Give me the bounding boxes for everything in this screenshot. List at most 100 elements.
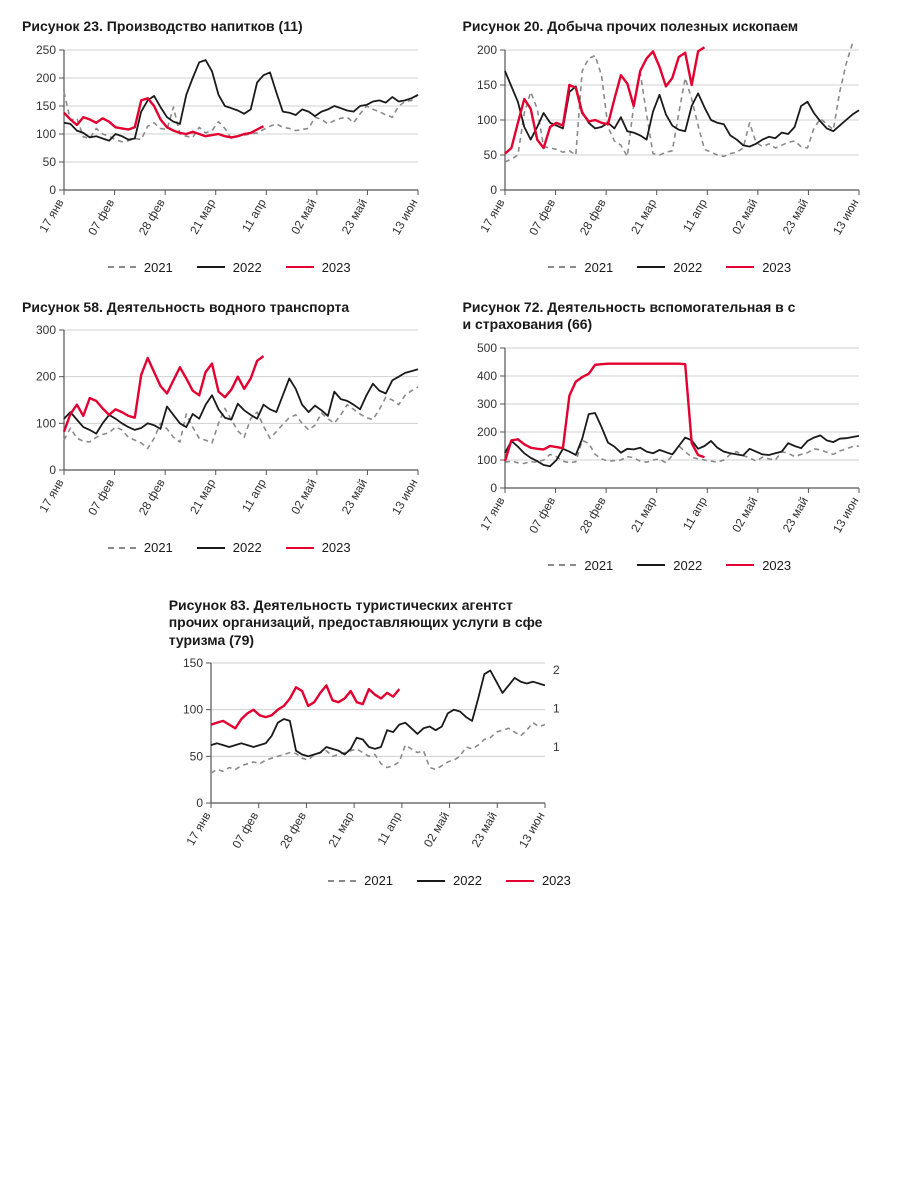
- svg-text:23 май: 23 май: [779, 494, 810, 534]
- svg-text:1: 1: [553, 740, 560, 754]
- svg-text:13 июн: 13 июн: [829, 494, 861, 535]
- title-c58: Рисунок 58. Деятельность водного транспо…: [22, 299, 441, 317]
- svg-text:300: 300: [476, 397, 496, 411]
- svg-text:100: 100: [476, 453, 496, 467]
- svg-text:17 янв: 17 янв: [36, 477, 66, 515]
- svg-text:400: 400: [476, 369, 496, 383]
- legend-swatch-2023: [286, 266, 314, 268]
- svg-text:200: 200: [476, 425, 496, 439]
- legend-label-2022: 2022: [673, 558, 702, 573]
- title-c23: Рисунок 23. Производство напитков (11): [22, 18, 441, 36]
- panel-c20: Рисунок 20. Добыча прочих полезных ископ…: [459, 18, 882, 275]
- chart-c83: 05010015017 янв07 фев28 фев21 мар11 апр0…: [165, 655, 735, 865]
- svg-text:500: 500: [476, 341, 496, 355]
- svg-text:28 фев: 28 фев: [136, 196, 168, 237]
- panel-c23: Рисунок 23. Производство напитков (11) 0…: [18, 18, 441, 275]
- svg-text:28 фев: 28 фев: [576, 196, 608, 237]
- svg-text:17 янв: 17 янв: [36, 196, 66, 234]
- legend-c83: 2021 2022 2023: [165, 873, 735, 888]
- series-2022: [211, 671, 545, 757]
- svg-text:28 фев: 28 фев: [136, 477, 168, 518]
- panel-c72: Рисунок 72. Деятельность вспомогательная…: [459, 299, 882, 573]
- svg-text:13 июн: 13 июн: [829, 196, 861, 237]
- svg-text:21 мар: 21 мар: [628, 494, 659, 534]
- legend-swatch-2021: [548, 266, 576, 268]
- legend-c72: 2021 2022 2023: [459, 558, 882, 573]
- legend-c23: 202120222023: [18, 260, 441, 275]
- legend-swatch-2022: [637, 266, 665, 268]
- legend-item-2023: 2023: [286, 540, 351, 555]
- svg-text:1: 1: [553, 702, 560, 716]
- svg-text:13 июн: 13 июн: [389, 477, 421, 518]
- svg-text:200: 200: [36, 370, 56, 384]
- svg-text:150: 150: [476, 78, 496, 92]
- legend-item-2023: 2023: [286, 260, 351, 275]
- svg-text:0: 0: [490, 183, 497, 197]
- svg-text:21 мар: 21 мар: [325, 809, 356, 849]
- chart-svg: 05010015017 янв07 фев28 фев21 мар11 апр0…: [165, 655, 575, 865]
- svg-text:13 июн: 13 июн: [516, 810, 548, 851]
- legend-label-2022: 2022: [453, 873, 482, 888]
- svg-text:07 фев: 07 фев: [526, 196, 558, 237]
- svg-text:23 май: 23 май: [339, 196, 370, 236]
- chart-c23: 05010015020025017 янв07 фев28 фев21 мар1…: [18, 42, 441, 252]
- legend-item-2022: 2022: [197, 260, 262, 275]
- legend-swatch-2022: [197, 547, 225, 549]
- legend-swatch-2021: [108, 266, 136, 268]
- legend-item-2022: 2022: [417, 873, 482, 888]
- legend-swatch-2023: [726, 564, 754, 566]
- svg-text:250: 250: [36, 43, 56, 57]
- svg-text:150: 150: [36, 99, 56, 113]
- legend-item-2021: 2021: [548, 260, 613, 275]
- legend-label-2022: 2022: [673, 260, 702, 275]
- chart-svg: 010020030017 янв07 фев28 фев21 мар11 апр…: [18, 322, 428, 532]
- svg-text:07 фев: 07 фев: [85, 196, 117, 237]
- legend-item-2023: 2023: [506, 873, 571, 888]
- svg-text:02 май: 02 май: [729, 196, 760, 236]
- svg-text:28 фев: 28 фев: [576, 494, 608, 535]
- svg-text:200: 200: [476, 43, 496, 57]
- legend-item-2022: 2022: [637, 260, 702, 275]
- legend-swatch-2021: [328, 880, 356, 882]
- svg-text:17 янв: 17 янв: [477, 196, 507, 234]
- legend-swatch-2023: [286, 547, 314, 549]
- legend-label-2021: 2021: [364, 873, 393, 888]
- legend-label-2023: 2023: [762, 558, 791, 573]
- chart-svg: 05010015020025017 янв07 фев28 фев21 мар1…: [18, 42, 428, 252]
- chart-c58: 010020030017 янв07 фев28 фев21 мар11 апр…: [18, 322, 441, 532]
- legend-item-2023: 2023: [726, 260, 791, 275]
- svg-text:200: 200: [36, 71, 56, 85]
- legend-label-2021: 2021: [144, 540, 173, 555]
- series-2023: [211, 685, 399, 728]
- legend-swatch-2022: [637, 564, 665, 566]
- legend-label-2021: 2021: [584, 558, 613, 573]
- svg-text:0: 0: [490, 481, 497, 495]
- legend-item-2022: 2022: [197, 540, 262, 555]
- svg-text:11 апр: 11 апр: [679, 494, 709, 532]
- svg-text:23 май: 23 май: [339, 477, 370, 517]
- svg-text:50: 50: [483, 148, 497, 162]
- svg-text:21 мар: 21 мар: [187, 476, 218, 516]
- panel-c83: Рисунок 83. Деятельность туристических а…: [165, 597, 735, 889]
- svg-text:11 апр: 11 апр: [374, 809, 404, 847]
- svg-text:28 фев: 28 фев: [277, 810, 309, 851]
- legend-item-2021: 2021: [548, 558, 613, 573]
- legend-label-2023: 2023: [542, 873, 571, 888]
- svg-text:0: 0: [196, 796, 203, 810]
- legend-swatch-2022: [197, 266, 225, 268]
- chart-svg: 05010015020017 янв07 фев28 фев21 мар11 а…: [459, 42, 869, 252]
- legend-swatch-2023: [726, 266, 754, 268]
- svg-text:07 фев: 07 фев: [229, 810, 261, 851]
- svg-text:11 апр: 11 апр: [679, 196, 709, 234]
- chart-svg: 010020030040050017 янв07 фев28 фев21 мар…: [459, 340, 869, 550]
- svg-text:07 фев: 07 фев: [526, 494, 558, 535]
- svg-text:100: 100: [183, 703, 203, 717]
- legend-item-2022: 2022: [637, 558, 702, 573]
- legend-item-2023: 2023: [726, 558, 791, 573]
- series-2021: [64, 387, 418, 449]
- legend-c58: 2021 2022 2023: [18, 540, 441, 555]
- svg-text:150: 150: [183, 656, 203, 670]
- svg-text:23 май: 23 май: [468, 810, 499, 850]
- svg-text:23 май: 23 май: [779, 196, 810, 236]
- legend-label-2022: 2022: [233, 260, 262, 275]
